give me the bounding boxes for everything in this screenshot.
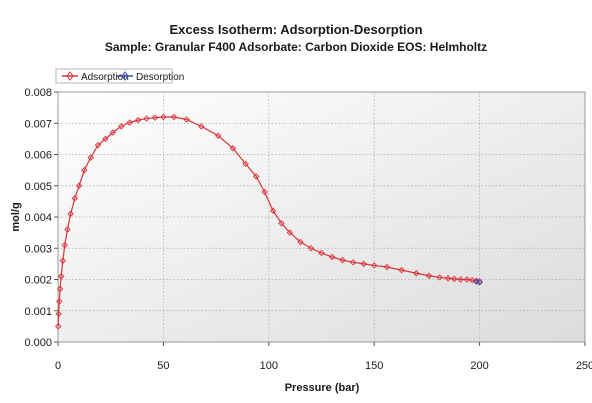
data-point-adsorption (318, 249, 325, 257)
data-point-adsorption (109, 129, 117, 136)
x-tick-label: 100 (260, 360, 278, 372)
data-point-adsorption (349, 259, 357, 266)
data-point-adsorption (297, 238, 304, 246)
gridlines (58, 92, 585, 342)
data-point-adsorption (87, 154, 94, 161)
y-tick-label: 0.000 (24, 337, 52, 349)
data-point-adsorption (143, 115, 150, 122)
chart-subtitle: Sample: Granular F400 Adsorbate: Carbon … (105, 40, 487, 54)
data-point-adsorption (54, 323, 62, 330)
data-point-adsorption (67, 210, 74, 218)
data-point-adsorption (360, 260, 367, 268)
data-point-adsorption (55, 310, 62, 318)
data-point-adsorption (118, 123, 125, 130)
data-point-adsorption (307, 245, 315, 252)
y-tick-label: 0.005 (24, 181, 52, 193)
x-axis-label: Pressure (bar) (285, 382, 360, 394)
legend-marker-adsorption (66, 71, 74, 81)
legend-box (55, 68, 173, 84)
data-point-adsorption (56, 298, 63, 305)
series-layer (54, 113, 483, 330)
legend-label-desorption: Desorption (136, 72, 184, 83)
data-point-adsorption (252, 173, 260, 180)
data-point-adsorption (339, 256, 346, 264)
data-point-adsorption (269, 207, 277, 214)
y-axis-ticks: 0.000 0.001 0.002 0.003 0.004 0.005 0.006 0.007… (24, 87, 58, 349)
data-point-adsorption (59, 257, 67, 264)
series-line-adsorption (57, 116, 480, 327)
legend-label-adsorption: Adsorption (81, 72, 129, 83)
data-point-adsorption (328, 253, 336, 261)
data-point-adsorption (64, 226, 71, 233)
data-point-adsorption (94, 141, 102, 149)
x-tick-label: 200 (470, 360, 488, 372)
data-point-adsorption (61, 241, 68, 249)
data-point-adsorption (151, 114, 159, 121)
data-point-adsorption (261, 188, 268, 196)
x-tick-label: 0 (55, 360, 61, 372)
legend-marker-desorption (121, 71, 129, 81)
data-point-adsorption (229, 145, 237, 152)
data-point-adsorption (383, 263, 391, 271)
data-point-adsorption (214, 132, 222, 139)
data-point-adsorption (468, 276, 476, 284)
legend: Adsorption Desorption (55, 68, 184, 84)
data-point-adsorption (370, 262, 378, 269)
data-point-adsorption (242, 160, 249, 168)
data-point-adsorption (286, 229, 294, 236)
x-tick-label: 150 (365, 360, 383, 372)
y-tick-label: 0.008 (24, 87, 52, 99)
data-point-adsorption (463, 276, 471, 283)
y-tick-label: 0.003 (24, 243, 52, 255)
data-point-adsorption (57, 273, 65, 280)
y-tick-label: 0.006 (24, 150, 52, 162)
x-tick-label: 250 (576, 360, 592, 372)
x-axis-ticks: 0 50 100 150 200 250 (55, 342, 592, 372)
data-point-adsorption (71, 195, 79, 202)
data-point-adsorption (413, 270, 420, 277)
data-point-adsorption (425, 272, 433, 279)
data-point-desorption (476, 279, 483, 286)
data-point-adsorption (436, 274, 443, 281)
data-point-adsorption (278, 220, 285, 227)
data-point-adsorption (134, 116, 142, 124)
data-point-adsorption (160, 113, 167, 121)
chart-title: Excess Isotherm: Adsorption-Desorption (169, 22, 422, 37)
data-point-adsorption (198, 123, 205, 130)
data-point-adsorption (444, 275, 452, 282)
y-tick-label: 0.002 (24, 275, 52, 287)
data-point-adsorption (75, 182, 83, 189)
data-point-adsorption (56, 285, 64, 293)
x-tick-label: 50 (157, 360, 169, 372)
data-point-adsorption (398, 266, 405, 274)
data-point-adsorption (457, 276, 464, 283)
data-point-adsorption (170, 113, 178, 121)
data-point-adsorption (81, 166, 88, 174)
y-axis-label: mol/g (10, 202, 22, 231)
data-point-adsorption (102, 135, 109, 143)
y-tick-label: 0.007 (24, 118, 52, 130)
data-point-desorption (473, 278, 480, 285)
y-tick-label: 0.001 (24, 306, 52, 318)
data-point-adsorption (183, 116, 190, 123)
data-point-adsorption (126, 119, 133, 126)
data-point-adsorption (451, 275, 458, 283)
y-tick-label: 0.004 (24, 212, 52, 224)
